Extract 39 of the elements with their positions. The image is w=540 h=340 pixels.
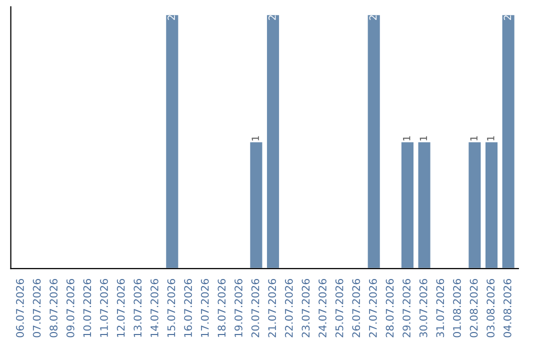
x-tick-label: 28.07.2026 xyxy=(386,278,394,338)
x-tick-label: 06.07.2026 xyxy=(16,278,24,338)
x-tick-label: 03.08.2026 xyxy=(486,278,495,338)
x-tick-label: 19.07.2026 xyxy=(234,278,242,337)
data-label: 1 xyxy=(403,136,410,140)
x-tick-label: 21.07.2026 xyxy=(268,278,276,338)
x-tick-label: 18.07.2026 xyxy=(218,278,226,337)
x-tick-label: 20.07.2026 xyxy=(251,278,260,338)
data-label: 2 xyxy=(504,15,511,20)
x-tick-label: 25.07.2026 xyxy=(335,278,344,338)
x-tick-label: 27.07.2026 xyxy=(368,278,377,338)
x-tick-label: 31.07.2026 xyxy=(436,278,444,338)
data-label: 1 xyxy=(487,136,494,140)
x-tick-label: 09.07.2026 xyxy=(66,278,74,338)
data-label: 1 xyxy=(420,136,427,140)
x-tick-label: 13.07.2026 xyxy=(134,278,142,337)
x-tick-label: 01.08.2026 xyxy=(453,278,461,338)
x-tick-label: 29.07.2026 xyxy=(402,278,410,338)
x-tick-label: 17.07.2026 xyxy=(200,278,209,337)
x-tick-label: 22.07.2026 xyxy=(284,278,293,338)
x-tick-label: 15.07.2026 xyxy=(167,278,176,337)
x-tick-label: 07.07.2026 xyxy=(32,278,41,338)
x-tick-label: 14.07.2026 xyxy=(150,278,158,337)
data-label: 1 xyxy=(252,136,259,140)
x-tick-label: 04.08.2026 xyxy=(503,278,512,338)
x-tick-label: 11.07.2026 xyxy=(100,278,108,337)
x-tick-label: 23.07.2026 xyxy=(302,278,310,338)
x-tick-label: 30.07.2026 xyxy=(419,278,428,338)
data-label: 2 xyxy=(268,15,276,20)
x-tick-label: 12.07.2026 xyxy=(116,278,125,337)
x-tick-label: 10.07.2026 xyxy=(83,278,92,337)
data-label: 2 xyxy=(369,15,377,20)
x-tick-label: 24.07.2026 xyxy=(318,278,326,338)
x-tick-label: 16.07.2026 xyxy=(184,278,192,337)
data-label: 1 xyxy=(470,136,478,140)
x-tick-label: 08.07.2026 xyxy=(50,278,58,338)
data-label: 2 xyxy=(168,15,175,20)
x-tick-label: 26.07.2026 xyxy=(352,278,360,338)
x-tick-label: 02.08.2026 xyxy=(470,278,478,338)
